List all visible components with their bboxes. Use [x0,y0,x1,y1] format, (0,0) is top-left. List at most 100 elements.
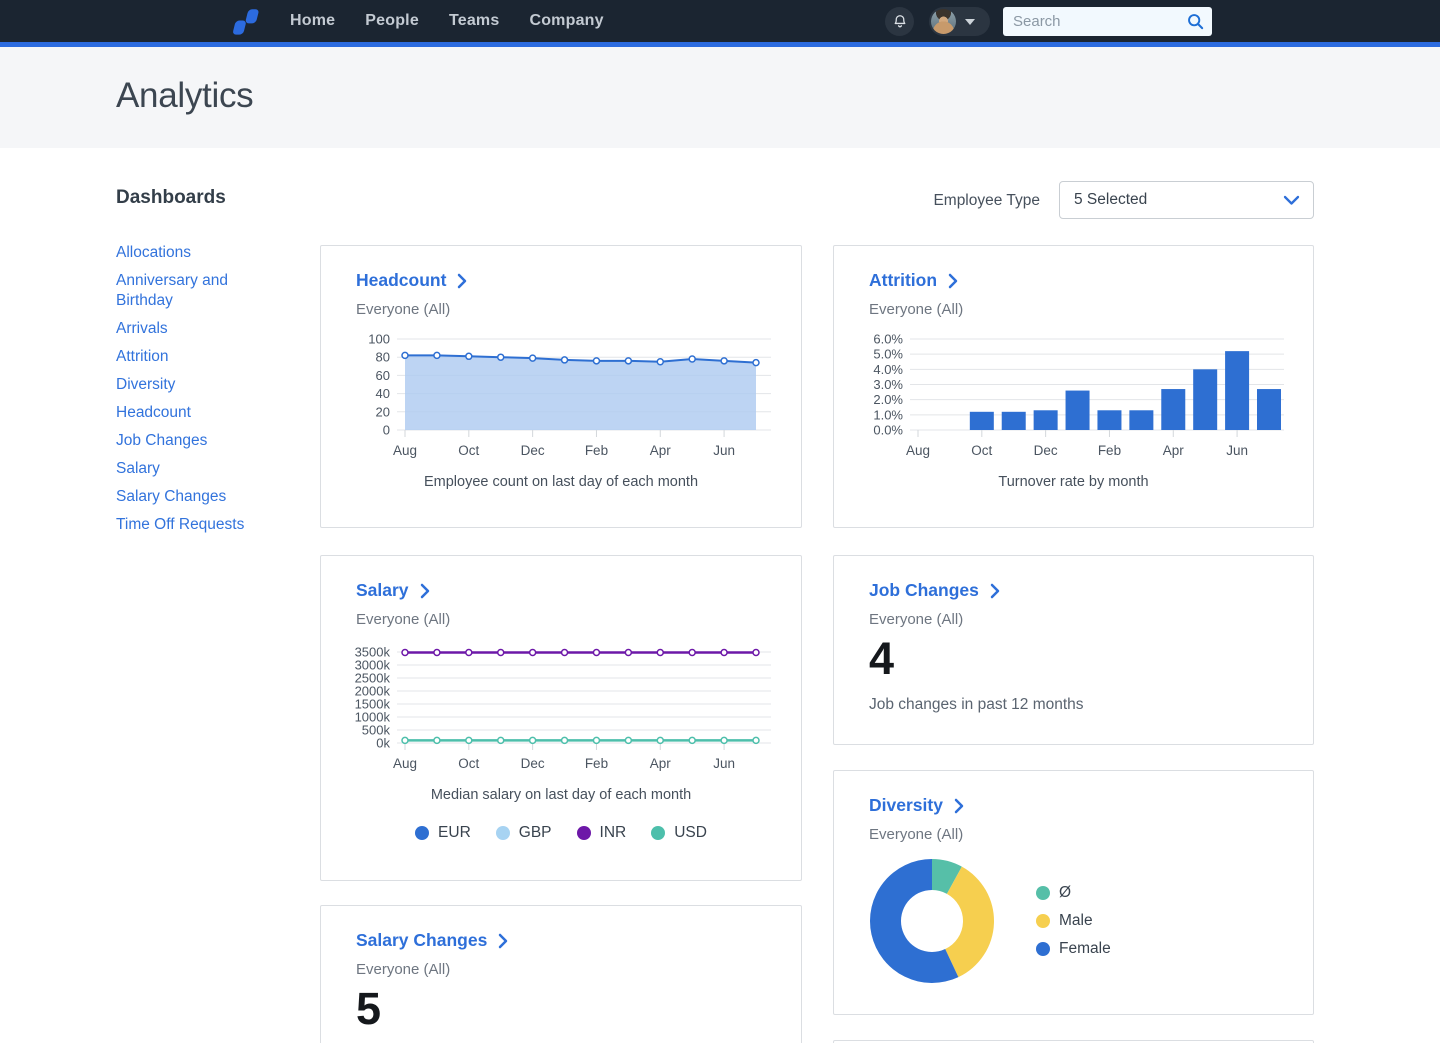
svg-text:3.0%: 3.0% [873,377,903,392]
employee-type-select[interactable]: 5 Selected [1059,181,1314,219]
svg-text:40: 40 [376,386,390,401]
salary-changes-card-link[interactable]: Salary Changes [356,930,508,951]
namely-logo[interactable] [230,5,262,37]
svg-text:1500k: 1500k [355,697,391,712]
nav-item-people[interactable]: People [365,12,419,30]
top-navbar: Home People Teams Company [0,0,1440,47]
chart-caption: Employee count on last day of each month [321,474,801,490]
svg-text:1.0%: 1.0% [873,407,903,422]
svg-text:Feb: Feb [585,443,608,458]
sidebar-item-arrivals[interactable]: Arrivals [116,320,168,337]
dashboards-heading: Dashboards [116,187,226,209]
svg-text:Jun: Jun [1226,443,1248,458]
svg-text:2.0%: 2.0% [873,392,903,407]
sidebar-item-allocations[interactable]: Allocations [116,244,191,261]
employee-type-label: Employee Type [800,192,1040,210]
avatar [931,9,956,34]
card-title-label: Salary [356,580,409,601]
svg-text:Feb: Feb [1098,443,1121,458]
attrition-card-link[interactable]: Attrition [869,270,958,291]
nav-item-teams[interactable]: Teams [449,12,500,30]
sidebar-item-salary-changes[interactable]: Salary Changes [116,488,226,505]
chevron-right-icon [498,933,508,949]
legend-item-eur: EUR [415,824,471,842]
user-menu[interactable] [929,7,990,36]
svg-text:Aug: Aug [393,443,417,458]
analytics-page: Home People Teams Company Analytics Das [0,0,1440,1043]
sidebar-item-diversity[interactable]: Diversity [116,376,175,393]
dashboards-list: Allocations Anniversary and Birthday Arr… [116,243,266,543]
svg-text:Feb: Feb [585,756,608,771]
sidebar-item-attrition[interactable]: Attrition [116,348,169,365]
card-headcount: Headcount Everyone (All) 020406080100Aug… [320,245,802,528]
svg-text:3000k: 3000k [355,658,391,673]
card-title-label: Job Changes [869,580,979,601]
search-input[interactable] [1003,13,1186,30]
svg-text:Jun: Jun [713,756,735,771]
legend-item-male: Male [1036,912,1093,930]
diversity-card-link[interactable]: Diversity [869,795,964,816]
card-subtitle: Everyone (All) [869,611,963,628]
card-salary: Salary Everyone (All) 0k500k1000k1500k20… [320,555,802,881]
chevron-right-icon [948,273,958,289]
headcount-card-link[interactable]: Headcount [356,270,467,291]
svg-text:Oct: Oct [971,443,992,458]
svg-text:60: 60 [376,368,390,383]
card-title-label: Attrition [869,270,937,291]
employee-type-value: 5 Selected [1074,191,1147,209]
salary-legend: EUR GBP INR USD [321,824,801,842]
svg-text:6.0%: 6.0% [873,332,903,347]
svg-text:20: 20 [376,404,390,419]
card-title-label: Diversity [869,795,943,816]
card-title-label: Headcount [356,270,446,291]
nav-item-company[interactable]: Company [529,12,603,30]
svg-text:Jun: Jun [713,443,735,458]
chevron-right-icon [990,583,1000,599]
svg-text:Dec: Dec [521,443,545,458]
legend-dot-eur [415,826,429,840]
chevron-down-icon [1283,195,1300,206]
job-changes-card-link[interactable]: Job Changes [869,580,1000,601]
nav-menu: Home People Teams Company [290,0,604,42]
chevron-right-icon [457,273,467,289]
sidebar-item-time-off-requests[interactable]: Time Off Requests [116,516,244,533]
svg-text:100: 100 [368,332,390,347]
card-subtitle: Everyone (All) [356,961,450,978]
svg-text:3500k: 3500k [355,645,391,660]
legend-dot-male [1036,914,1050,928]
svg-text:2500k: 2500k [355,671,391,686]
job-changes-value: 4 [869,636,894,681]
svg-text:0: 0 [383,423,390,438]
svg-text:Apr: Apr [650,443,672,458]
salary-card-link[interactable]: Salary [356,580,430,601]
chevron-right-icon [420,583,430,599]
svg-text:1000k: 1000k [355,710,391,725]
legend-dot-usd [651,826,665,840]
card-attrition: Attrition Everyone (All) 0.0%1.0%2.0%3.0… [833,245,1314,528]
attrition-bar-chart: 0.0%1.0%2.0%3.0%4.0%5.0%6.0%AugOctDecFeb… [860,330,1300,458]
legend-item-inr: INR [577,824,627,842]
legend-dot-inr [577,826,591,840]
svg-text:4.0%: 4.0% [873,362,903,377]
chart-caption: Median salary on last day of each month [321,787,801,803]
svg-text:0.0%: 0.0% [873,423,903,438]
page-title: Analytics [116,76,253,116]
svg-text:2000k: 2000k [355,684,391,699]
notifications-button[interactable] [885,7,914,36]
card-job-changes: Job Changes Everyone (All) 4 Job changes… [833,555,1314,745]
card-salary-changes: Salary Changes Everyone (All) 5 [320,905,802,1043]
svg-text:0k: 0k [376,736,390,751]
legend-item-null: Ø [1036,884,1071,902]
legend-dot-gbp [496,826,510,840]
sidebar-item-salary[interactable]: Salary [116,460,160,477]
svg-text:Aug: Aug [906,443,930,458]
sidebar-item-job-changes[interactable]: Job Changes [116,432,207,449]
svg-text:Aug: Aug [393,756,417,771]
sidebar-item-headcount[interactable]: Headcount [116,404,191,421]
card-title-label: Salary Changes [356,930,487,951]
card-diversity: Diversity Everyone (All) Ø Male Female [833,770,1314,1015]
nav-item-home[interactable]: Home [290,12,335,30]
search-icon[interactable] [1186,12,1205,31]
legend-dot-null [1036,886,1050,900]
sidebar-item-anniversary-and-birthday[interactable]: Anniversary and Birthday [116,272,228,309]
